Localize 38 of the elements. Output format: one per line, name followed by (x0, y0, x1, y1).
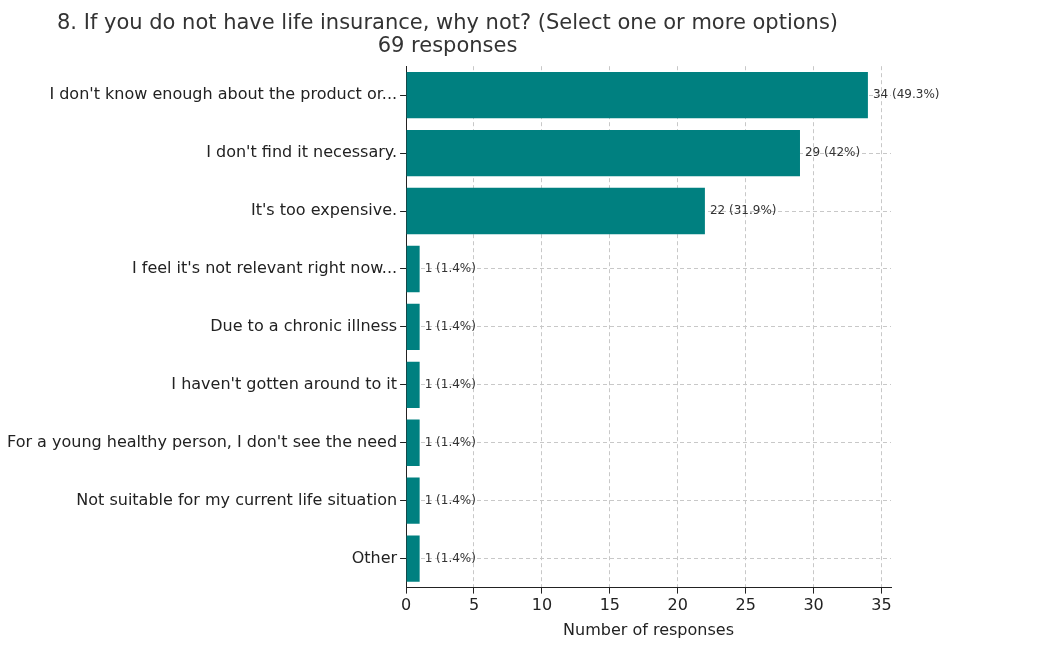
y-tick-label: I haven't gotten around to it (171, 373, 398, 393)
data-label: 1 (1.4%) (424, 319, 476, 334)
bar (406, 535, 420, 582)
bar (406, 129, 800, 177)
data-label: 34 (49.3%) (872, 87, 940, 102)
x-tick-label: 0 (400, 595, 412, 615)
data-label: 1 (1.4%) (424, 550, 476, 565)
chart-title: 8. If you do not have life insurance, why not? (Select one or more options) (56, 10, 839, 34)
bar (406, 477, 420, 524)
y-tick-label: It's too expensive. (250, 200, 398, 220)
chart-subtitle: 69 responses (377, 33, 518, 58)
bar (406, 187, 705, 235)
y-tick-label: For a young healthy person, I don't see the need (7, 431, 398, 451)
x-tick-label: 10 (531, 595, 553, 615)
bar (406, 419, 420, 466)
y-tick-label: I don't know enough about the product or... (49, 84, 398, 104)
y-tick-label: Other (351, 547, 398, 567)
data-label: 1 (1.4%) (424, 434, 476, 449)
y-tick-label: I feel it's not relevant right now... (131, 258, 398, 278)
bar (406, 303, 420, 351)
data-label: 29 (42%) (804, 145, 861, 160)
x-tick-label: 30 (803, 595, 824, 615)
x-tick-label: 15 (599, 595, 620, 615)
x-tick-label: 35 (871, 595, 892, 615)
data-label: 1 (1.4%) (424, 261, 476, 276)
data-label: 1 (1.4%) (424, 376, 476, 391)
y-tick-label: I don't find it necessary. (206, 142, 398, 162)
data-label: 1 (1.4%) (424, 492, 476, 507)
bar (406, 361, 420, 409)
y-tick-label: Not suitable for my current life situation (76, 489, 398, 509)
x-tick-label: 5 (468, 595, 480, 615)
x-axis-title: Number of responses (563, 619, 734, 639)
bar (406, 245, 420, 293)
y-tick-label: Due to a chronic illness (210, 316, 398, 336)
x-tick-label: 25 (735, 595, 756, 615)
bar (406, 71, 868, 119)
data-label: 22 (31.9%) (709, 203, 777, 218)
x-tick-label: 20 (667, 595, 688, 615)
